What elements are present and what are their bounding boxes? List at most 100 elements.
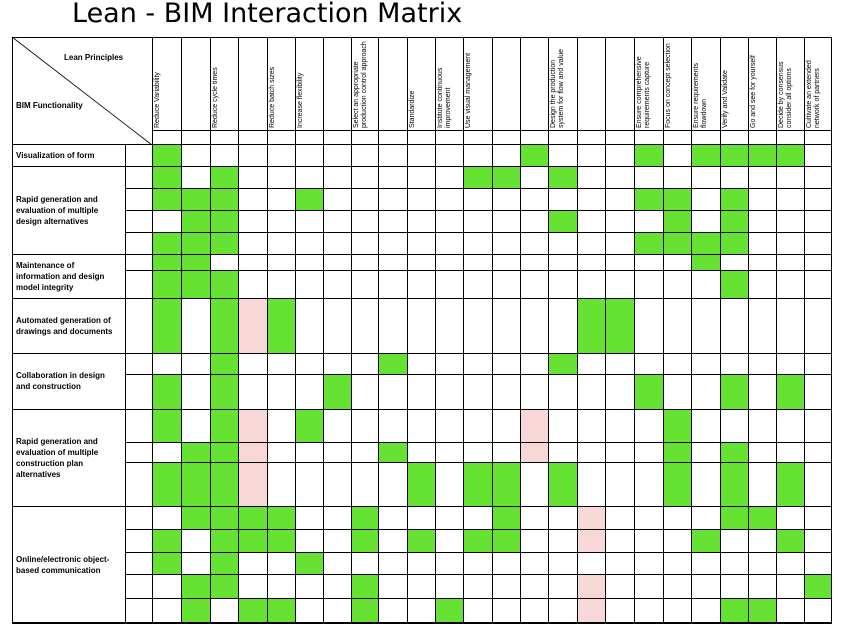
matrix-cell [664, 189, 691, 210]
matrix-cell [692, 145, 720, 166]
matrix-cell [211, 189, 238, 210]
matrix-cell [239, 530, 267, 552]
matrix-cell [182, 189, 210, 210]
matrix-cell [153, 530, 181, 552]
matrix-cell [182, 463, 210, 506]
column-header: Increase flexibility [297, 73, 304, 129]
matrix-cell [805, 575, 831, 598]
grid-line [152, 130, 832, 131]
grid-line [12, 409, 153, 410]
matrix-cell [578, 530, 605, 552]
grid-line [748, 37, 749, 623]
grid-line [548, 37, 549, 623]
matrix-cell [493, 507, 520, 529]
group-label: Online/electronic object-based communica… [16, 554, 110, 575]
column-header-text: Increase flexibility [297, 72, 304, 128]
grid-line [12, 144, 153, 145]
column-header-text: Reduce batch sizes [269, 66, 276, 128]
column-header-text: Focus on concept selection [665, 43, 672, 128]
column-header: Ensure requirements flowdown [693, 63, 708, 129]
column-header-text: Standardize [409, 90, 416, 128]
matrix-cell [721, 145, 748, 166]
column-header: Cultivate an extended network of partner… [806, 60, 821, 129]
matrix-cell [379, 443, 407, 462]
column-header: Reduce Variability [154, 72, 161, 129]
matrix-cell [521, 145, 548, 166]
matrix-cell [578, 299, 605, 353]
matrix-cell [664, 410, 691, 442]
matrix-cell [635, 145, 663, 166]
matrix-cell [239, 410, 267, 442]
matrix-cell [239, 299, 267, 353]
column-header: Reduce batch sizes [269, 67, 276, 129]
matrix-cell [721, 271, 748, 298]
matrix-cell [153, 375, 181, 409]
matrix-cell [211, 507, 238, 529]
column-header-text: Select an appropriate production control… [353, 41, 368, 128]
matrix-cell [182, 233, 210, 254]
matrix-cell [182, 211, 210, 232]
grid-line [12, 298, 153, 299]
column-header-text: Design the production system for flow an… [550, 49, 565, 128]
grid-line [634, 37, 635, 623]
matrix-cell [777, 375, 804, 409]
matrix-cell [464, 463, 492, 506]
column-header: Design the production system for flow an… [550, 49, 565, 129]
grid-line [125, 506, 832, 507]
matrix-cell [211, 575, 238, 598]
matrix-cell [268, 599, 295, 623]
column-header: Standardize [409, 91, 416, 129]
matrix-cell [493, 167, 520, 188]
matrix-cell [493, 463, 520, 506]
grid-line [463, 37, 464, 623]
grid-line [125, 298, 832, 299]
grid-line [125, 188, 832, 189]
grid-line [125, 574, 832, 575]
grid-line [605, 37, 606, 623]
grid-line [125, 374, 832, 375]
matrix-cell [239, 599, 267, 623]
matrix-cell [211, 354, 238, 374]
matrix-cell [521, 410, 548, 442]
matrix-cell [664, 443, 691, 462]
matrix-cell [153, 299, 181, 353]
matrix-cell [777, 145, 804, 166]
grid-line [12, 37, 13, 623]
lean-principles-label: Lean Principles [64, 53, 124, 62]
column-header-text: Ensure comprehensive requirements captur… [636, 56, 651, 128]
grid-line [577, 37, 578, 623]
grid-line [12, 166, 153, 167]
grid-line [181, 37, 182, 623]
matrix-cell [211, 233, 238, 254]
grid-line [663, 37, 664, 623]
grid-line [125, 598, 832, 599]
grid-line [720, 37, 721, 623]
grid-line [323, 37, 324, 623]
matrix-cell [549, 463, 577, 506]
grid-line [125, 210, 832, 211]
column-header-text: Decide by consensus consider all options [778, 61, 793, 128]
column-header: Use visual management [465, 53, 472, 129]
matrix-cell [664, 233, 691, 254]
group-label: Rapid generation and evaluation of multi… [16, 436, 99, 479]
matrix-cell [153, 271, 181, 298]
matrix-cell [549, 211, 577, 232]
grid-line [492, 37, 493, 623]
matrix-cell [211, 211, 238, 232]
matrix-cell [352, 599, 378, 623]
matrix-cell [153, 233, 181, 254]
bim-functionality-label: BIM Functionality [16, 101, 83, 110]
matrix-cell [521, 443, 548, 462]
matrix-cell [324, 375, 351, 409]
matrix-cell [268, 299, 295, 353]
grid-line [125, 442, 832, 443]
matrix-cell [211, 553, 238, 574]
matrix-cell [408, 463, 435, 506]
grid-line [125, 353, 832, 354]
matrix-cell [464, 530, 492, 552]
matrix-cell [352, 507, 378, 529]
matrix-cell [296, 410, 323, 442]
matrix-cell [211, 299, 238, 353]
grid-line [125, 409, 832, 410]
